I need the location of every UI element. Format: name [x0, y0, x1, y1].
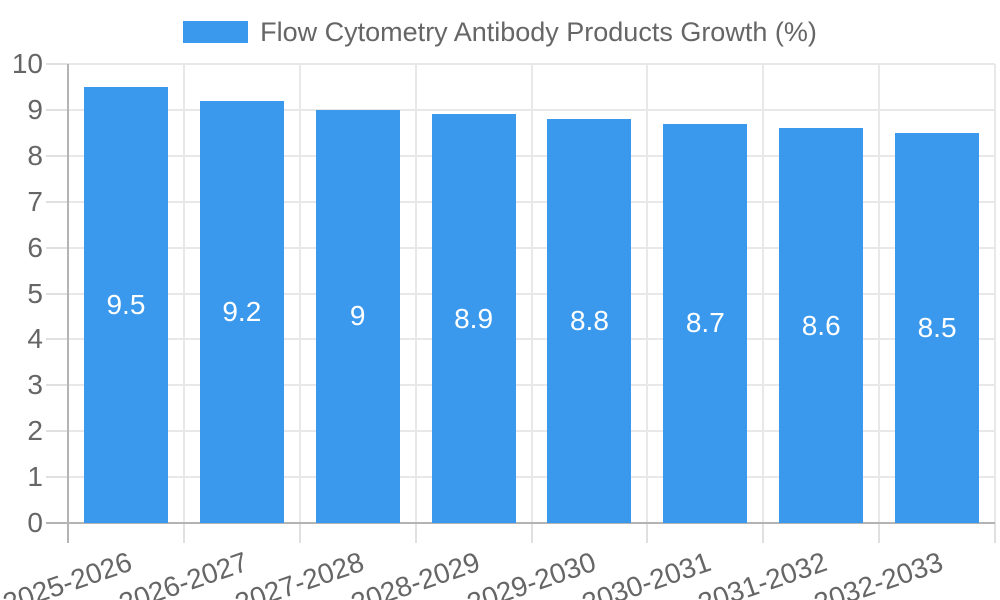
x-axis-line	[46, 522, 995, 524]
x-tick-mark	[182, 523, 185, 543]
x-gridline	[414, 64, 417, 523]
y-tick-mark	[46, 154, 68, 157]
x-tick-mark	[530, 523, 533, 543]
bar-2030-2031[interactable]	[663, 123, 748, 523]
y-tick-label: 7	[27, 185, 43, 217]
bar-2028-2029[interactable]	[431, 114, 516, 523]
y-tick-label: 2	[27, 415, 43, 447]
x-gridline	[994, 64, 996, 523]
legend-swatch[interactable]	[183, 21, 249, 43]
bar-2032-2033[interactable]	[895, 132, 980, 523]
y-tick-label: 5	[27, 277, 43, 309]
x-gridline	[298, 64, 301, 523]
y-tick-label: 9	[27, 93, 43, 125]
y-tick-mark	[46, 63, 68, 65]
x-tick-mark	[414, 523, 417, 543]
x-tick-mark	[646, 523, 649, 543]
bar-2031-2032[interactable]	[779, 128, 864, 523]
x-gridline	[182, 64, 185, 523]
x-tick-mark	[762, 523, 765, 543]
y-tick-label: 6	[27, 231, 43, 263]
y-tick-label: 3	[27, 369, 43, 401]
y-tick-mark	[46, 292, 68, 295]
x-tick-mark	[878, 523, 881, 543]
x-tick-mark	[298, 523, 301, 543]
y-tick-label: 8	[27, 139, 43, 171]
y-tick-mark	[46, 476, 68, 479]
x-gridline	[530, 64, 533, 523]
y-tick-mark	[46, 200, 68, 203]
y-tick-label: 1	[27, 461, 43, 493]
y-tick-label: 0	[27, 507, 43, 538]
x-tick-label: 2032-2033	[810, 546, 947, 600]
bar-2029-2030[interactable]	[547, 119, 632, 523]
bar-2026-2027[interactable]	[199, 100, 284, 523]
y-tick-label: 10	[11, 48, 43, 79]
legend-label[interactable]: Flow Cytometry Antibody Products Growth …	[260, 17, 817, 47]
x-tick-mark	[994, 523, 996, 543]
x-gridline	[646, 64, 649, 523]
bar-2027-2028[interactable]	[315, 109, 400, 523]
y-tick-mark	[46, 338, 68, 341]
bar-2025-2026[interactable]	[83, 86, 168, 523]
y-tick-mark	[46, 384, 68, 387]
x-gridline	[878, 64, 881, 523]
y-tick-label: 4	[27, 323, 43, 355]
y-axis-line	[67, 64, 69, 543]
y-tick-mark	[46, 246, 68, 249]
y-tick-mark	[46, 430, 68, 433]
chart-legend: Flow Cytometry Antibody Products Growth …	[0, 14, 1000, 50]
x-gridline	[762, 64, 765, 523]
y-tick-mark	[46, 108, 68, 111]
